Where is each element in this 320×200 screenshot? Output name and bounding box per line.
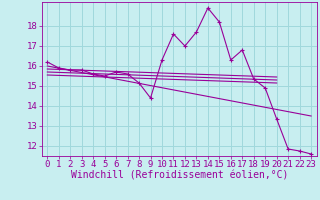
X-axis label: Windchill (Refroidissement éolien,°C): Windchill (Refroidissement éolien,°C) (70, 171, 288, 181)
